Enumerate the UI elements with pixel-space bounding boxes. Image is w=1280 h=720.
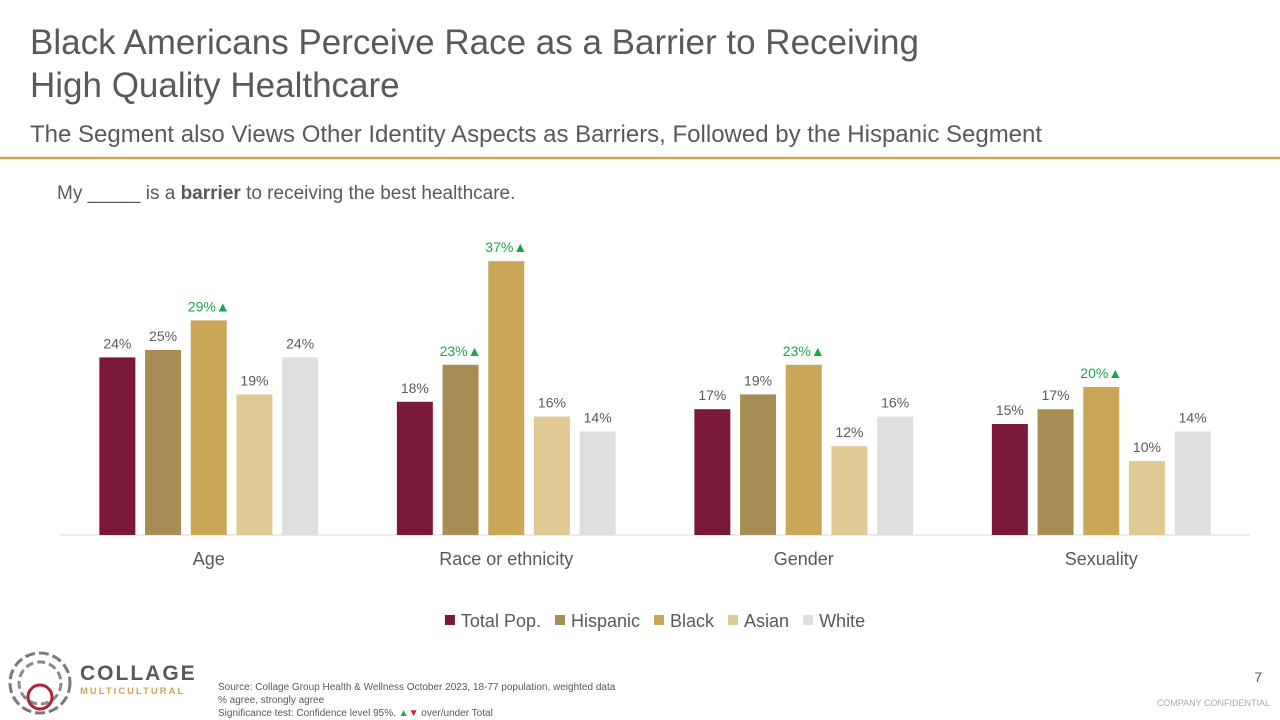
source: % agree, strongly agree [218, 695, 325, 706]
value-label: 23%▲ [440, 343, 482, 359]
bar [145, 350, 182, 535]
bar [877, 416, 914, 535]
title-line: High Quality Healthcare [30, 66, 400, 105]
logo-tagline: MULTICULTURAL [80, 686, 185, 697]
legend-swatch [444, 615, 455, 625]
legend-label: Total Pop. [461, 611, 541, 631]
value-label: 23%▲ [783, 343, 825, 359]
significance-note: Significance test: Confidence level 95%.… [218, 708, 493, 719]
value-label: 10% [1133, 439, 1161, 455]
x-tick-label: Race or ethnicity [439, 549, 573, 569]
value-label: 24% [103, 335, 131, 351]
bar [99, 357, 136, 535]
value-label: 16% [538, 395, 566, 411]
legend-swatch [554, 615, 565, 625]
value-label: 24% [286, 335, 314, 351]
page-number: 7 [1254, 669, 1262, 685]
bar [1174, 431, 1211, 535]
source: Source: Collage Group Health & Wellness … [218, 682, 616, 693]
question-text: to receiving the best healthcare. [246, 183, 515, 204]
question-text: My _____ is a [57, 183, 176, 204]
bar [396, 401, 433, 535]
legend-item: White [803, 611, 865, 631]
bar [533, 416, 570, 535]
subtitle: The Segment also Views Other Identity As… [30, 121, 1042, 148]
legend-item: Black [654, 611, 715, 631]
bar [282, 357, 319, 535]
x-tick-label: Sexuality [1065, 549, 1138, 569]
x-tick-label: Gender [774, 549, 834, 569]
bar [236, 394, 273, 535]
plot: Age 24% 25% 29%▲ 19% 24% Race or ethnicity 18% 2… [99, 239, 1211, 569]
logo-name: COLLAGE [80, 662, 197, 685]
legend-item: Hispanic [554, 611, 640, 631]
legend-item: Asian [728, 611, 789, 631]
legend: Total Pop. Hispanic Black Asian White [444, 611, 865, 631]
value-label: 16% [881, 395, 909, 411]
legend-label: White [819, 611, 865, 631]
bar [831, 446, 868, 535]
bar [488, 261, 525, 535]
confidential: COMPANY CONFIDENTIAL [1157, 698, 1270, 708]
bar [1083, 387, 1120, 535]
bar [785, 364, 822, 535]
bar [740, 394, 777, 535]
logo: COLLAGE MULTICULTURAL [8, 651, 197, 715]
value-label: 37%▲ [485, 239, 527, 255]
value-label: 19% [240, 372, 268, 388]
logo-ring [17, 660, 63, 706]
bar [442, 364, 479, 535]
value-label: 12% [835, 424, 863, 440]
up-marker: ▲ [399, 708, 409, 719]
legend-item: Total Pop. [444, 611, 541, 631]
logo-ring [8, 651, 72, 715]
bar [190, 320, 227, 535]
value-label: 17% [1042, 387, 1070, 403]
x-tick-label: Age [193, 549, 225, 569]
bar [1037, 409, 1074, 535]
bar [991, 424, 1028, 535]
question: My _____ is a barrier to receiving the b… [57, 183, 515, 204]
question-bold: barrier [181, 183, 242, 204]
value-label: 14% [1179, 409, 1207, 425]
legend-label: Hispanic [571, 611, 640, 631]
value-label: 15% [996, 402, 1024, 418]
value-label: 25% [149, 328, 177, 344]
value-label: 18% [401, 380, 429, 396]
legend-label: Black [670, 611, 715, 631]
note-text: Significance test: Confidence level 95%. [218, 708, 396, 719]
value-label: 14% [584, 409, 612, 425]
legend-swatch [803, 615, 814, 625]
note-text: over/under Total [421, 708, 493, 719]
logo-ring [26, 683, 54, 711]
legend-swatch [728, 615, 739, 625]
down-marker: ▼ [409, 708, 419, 719]
bar [1128, 461, 1165, 535]
legend-swatch [654, 615, 665, 625]
value-label: 29%▲ [188, 298, 230, 314]
value-label: 19% [744, 372, 772, 388]
value-label: 17% [698, 387, 726, 403]
bar [694, 409, 731, 535]
value-label: 20%▲ [1080, 365, 1122, 381]
legend-label: Asian [744, 611, 789, 631]
title-line: Black Americans Perceive Race as a Barri… [30, 23, 919, 62]
bar [579, 431, 616, 535]
